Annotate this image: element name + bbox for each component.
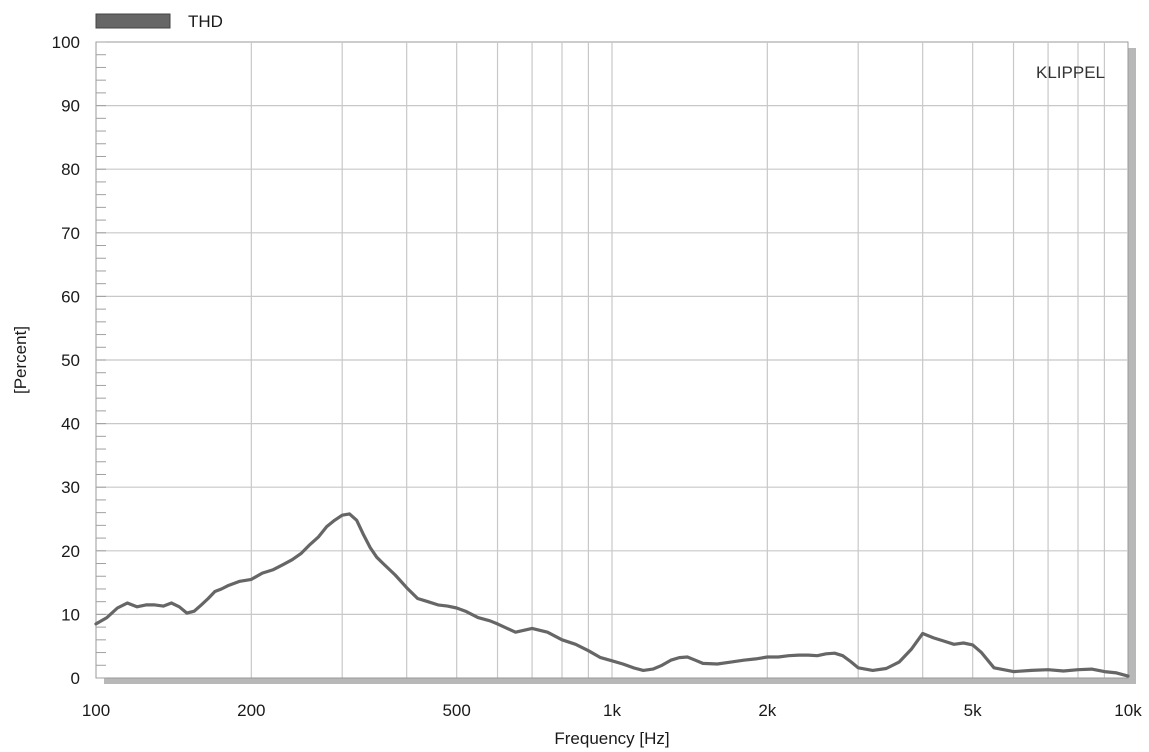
y-tick-label: 10 <box>61 605 80 624</box>
y-tick-label: 70 <box>61 224 80 243</box>
y-tick-label: 0 <box>71 669 80 688</box>
x-tick-label: 5k <box>964 701 982 720</box>
x-axis-title: Frequency [Hz] <box>554 729 669 748</box>
y-tick-labels: 0 10 20 30 40 50 60 70 80 90 100 <box>52 33 80 688</box>
x-tick-label: 200 <box>237 701 265 720</box>
x-tick-labels: 100 200 500 1k 2k 5k 10k <box>82 701 1142 720</box>
y-tick-label: 100 <box>52 33 80 52</box>
thd-series-line <box>94 512 1130 678</box>
y-minor-ticks <box>96 41 106 679</box>
brand-watermark: KLIPPEL <box>1036 63 1105 82</box>
x-tick-label: 100 <box>82 701 110 720</box>
y-tick-label: 40 <box>61 415 80 434</box>
x-tick-label: 10k <box>1114 701 1142 720</box>
gridlines <box>96 42 1128 679</box>
y-tick-label: 30 <box>61 478 80 497</box>
y-tick-label: 60 <box>61 287 80 306</box>
legend-label: THD <box>188 12 223 31</box>
x-tick-label: 500 <box>442 701 470 720</box>
y-tick-label: 90 <box>61 97 80 116</box>
y-tick-label: 50 <box>61 351 80 370</box>
legend-swatch <box>95 13 171 29</box>
x-tick-label: 1k <box>603 701 621 720</box>
y-tick-label: 80 <box>61 160 80 179</box>
y-axis-title: [Percent] <box>11 326 30 394</box>
x-tick-label: 2k <box>758 701 776 720</box>
y-tick-label: 20 <box>61 542 80 561</box>
